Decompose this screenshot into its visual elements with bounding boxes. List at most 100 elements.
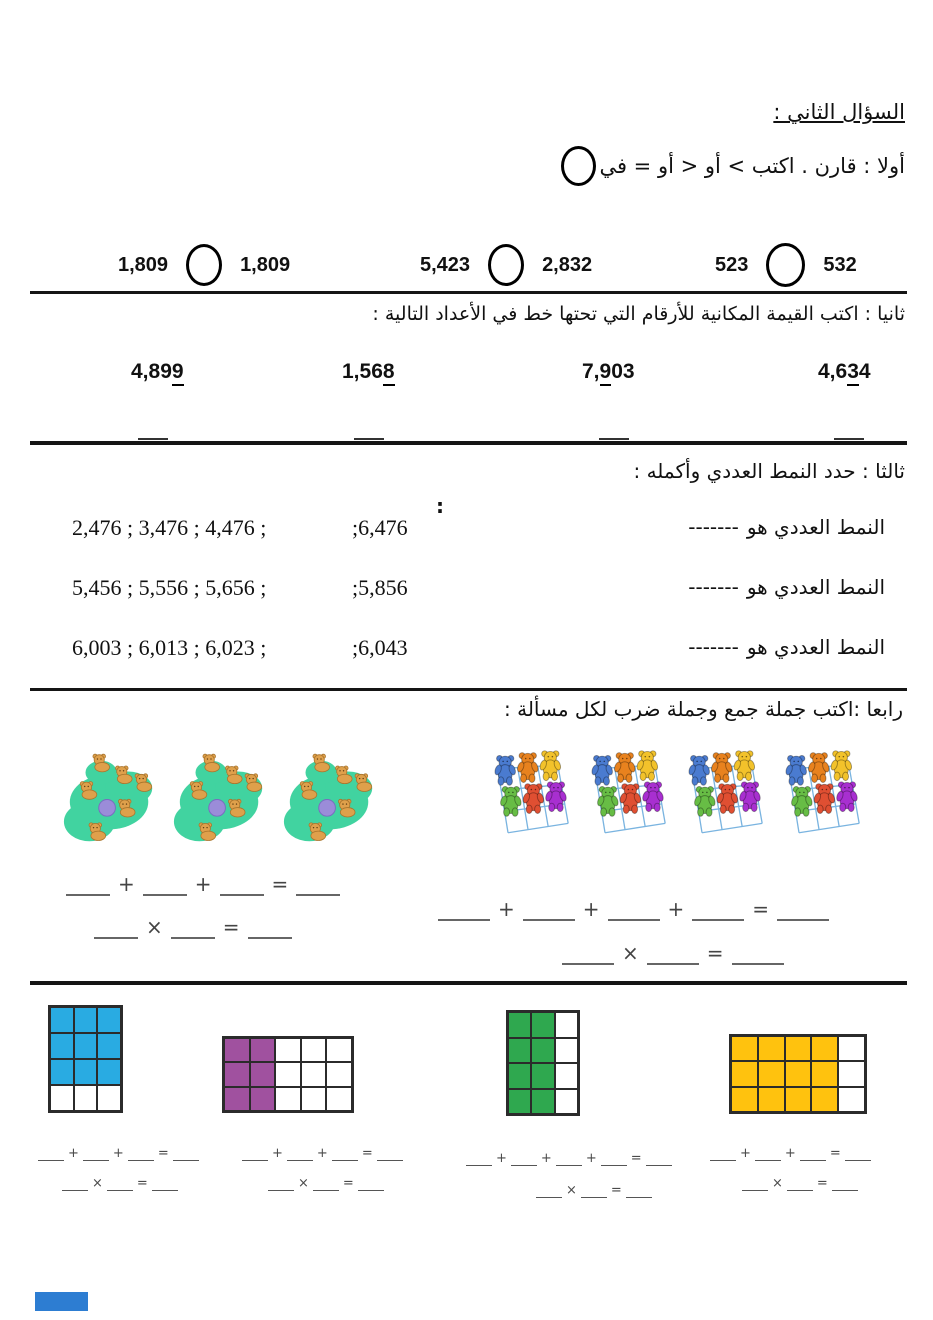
gummy-bears-illustration: [477, 740, 862, 840]
answer-blank[interactable]: [127, 1150, 154, 1161]
pattern-answer-dashes[interactable]: -------: [688, 515, 739, 539]
answer-blank[interactable]: [376, 1150, 403, 1161]
answer-blank[interactable]: [66, 878, 110, 896]
answer-blank[interactable]: [219, 878, 264, 896]
answer-blank[interactable]: [742, 1180, 768, 1191]
answer-blank[interactable]: [331, 1150, 358, 1161]
grid-cell: [50, 1007, 74, 1033]
array-grid-green: [506, 1010, 580, 1116]
answer-blank[interactable]: [38, 1150, 64, 1161]
answer-blank[interactable]: [580, 1187, 607, 1198]
grid-cell: [731, 1036, 758, 1062]
answer-blank[interactable]: [268, 1180, 294, 1191]
grid-cell: [300, 1062, 327, 1087]
multiplication-equation: × =: [94, 915, 292, 939]
plus-sign: +: [194, 872, 212, 896]
instruction-fourth: رابعا :اكتب جملة جمع وجملة ضرب لكل مسألة…: [504, 697, 903, 721]
answer-blank[interactable]: [142, 878, 187, 896]
place-value-number: 7,903: [582, 360, 635, 386]
answer-blank[interactable]: [286, 1150, 313, 1161]
array-grid-blue: [48, 1005, 123, 1113]
digits: 7,: [582, 360, 600, 383]
answer-blank[interactable]: [599, 430, 629, 440]
answer-blank[interactable]: [536, 1187, 562, 1198]
grid-cell: [811, 1061, 839, 1087]
lion-cubs-illustration: [60, 745, 382, 855]
pattern-answer-dashes[interactable]: -------: [688, 575, 739, 599]
array-grid-yellow: [729, 1034, 867, 1114]
pattern-next-value: ;6,043: [352, 635, 408, 660]
answer-blank[interactable]: [438, 903, 490, 921]
answer-blank[interactable]: [834, 430, 864, 440]
answer-blank[interactable]: [94, 921, 138, 939]
answer-circle[interactable]: [561, 146, 597, 186]
pattern-answer-dashes[interactable]: -------: [688, 635, 739, 659]
grid-cell: [784, 1061, 812, 1087]
answer-circle[interactable]: [186, 244, 223, 286]
equals-sign: =: [271, 872, 289, 896]
answer-blank[interactable]: [312, 1180, 339, 1191]
answer-circle[interactable]: [488, 244, 525, 286]
answer-blank[interactable]: [522, 903, 575, 921]
compare-left-value: 5,423: [420, 253, 471, 276]
comparison-pair: 1,809 1,809: [118, 243, 290, 287]
plus-sign: +: [496, 1151, 507, 1166]
answer-blank[interactable]: [731, 947, 784, 965]
addition-equation: + + + =: [438, 897, 830, 921]
instruction-second: ثانيا : اكتب القيمة المكانية للأرقام الت…: [372, 303, 905, 325]
answer-blank[interactable]: [607, 903, 660, 921]
answer-blank[interactable]: [247, 921, 292, 939]
compare-left-value: 1,809: [118, 253, 169, 276]
answer-blank[interactable]: [831, 1180, 858, 1191]
plus-sign: +: [118, 872, 135, 896]
answer-blank[interactable]: [510, 1155, 537, 1166]
times-sign: ×: [146, 915, 163, 939]
answer-blank[interactable]: [777, 903, 830, 921]
answer-blank[interactable]: [754, 1150, 781, 1161]
plus-sign: +: [316, 1146, 328, 1161]
answer-blank[interactable]: [357, 1180, 384, 1191]
place-value-number: 4,899: [131, 360, 184, 386]
grid-cell: [554, 1063, 578, 1089]
answer-blank[interactable]: [82, 1150, 109, 1161]
answer-blank[interactable]: [106, 1180, 133, 1191]
gummy-bear-group: [784, 750, 860, 834]
answer-blank[interactable]: [354, 430, 384, 440]
grid-cell: [531, 1063, 555, 1089]
equals-sign: =: [630, 1151, 642, 1166]
grid-cell: [838, 1061, 865, 1087]
answer-blank[interactable]: [562, 947, 614, 965]
answer-blank[interactable]: [170, 921, 215, 939]
answer-blank[interactable]: [645, 1155, 672, 1166]
answer-blank[interactable]: [242, 1150, 268, 1161]
equals-sign: =: [816, 1176, 828, 1191]
plus-sign: +: [498, 897, 515, 921]
grid-cell: [757, 1036, 785, 1062]
answer-blank[interactable]: [692, 903, 745, 921]
equals-sign: =: [136, 1176, 148, 1191]
answer-blank[interactable]: [172, 1150, 199, 1161]
answer-circle[interactable]: [766, 243, 806, 287]
grid-cell: [784, 1036, 812, 1062]
answer-blank[interactable]: [555, 1155, 582, 1166]
answer-blank[interactable]: [296, 878, 341, 896]
answer-blank[interactable]: [138, 430, 168, 440]
grid-cell: [508, 1088, 532, 1114]
equals-sign: =: [752, 897, 770, 921]
answer-blank[interactable]: [600, 1155, 627, 1166]
pattern-sequence: 2,476 ; 3,476 ; 4,476 ;: [72, 515, 267, 540]
answer-blank[interactable]: [625, 1187, 652, 1198]
answer-blank[interactable]: [799, 1150, 826, 1161]
answer-blank[interactable]: [62, 1180, 88, 1191]
answer-blank[interactable]: [646, 947, 699, 965]
answer-blank[interactable]: [710, 1150, 736, 1161]
pattern-row: 2,476 ; 3,476 ; 4,476 ; ;6,476 النمط الع…: [30, 515, 905, 547]
grid-cell: [97, 1059, 121, 1085]
multiplication-equation: × =: [742, 1176, 858, 1191]
answer-blank[interactable]: [466, 1155, 492, 1166]
answer-blank[interactable]: [844, 1150, 871, 1161]
grid-cell: [326, 1038, 352, 1063]
grid-cell: [73, 1007, 98, 1033]
answer-blank[interactable]: [786, 1180, 813, 1191]
answer-blank[interactable]: [151, 1180, 178, 1191]
